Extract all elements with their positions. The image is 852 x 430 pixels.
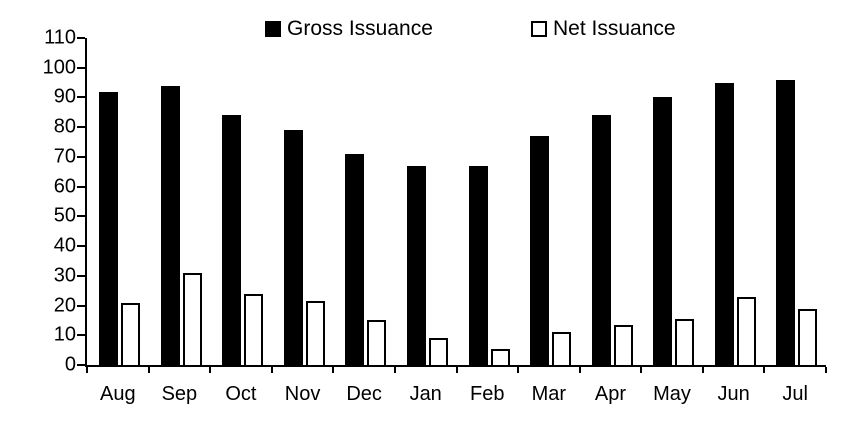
bar-gross-jun	[714, 82, 734, 365]
x-axis-label-sep: Sep	[161, 383, 198, 405]
x-axis-tick	[578, 367, 581, 373]
legend-item-net-issuance: Net Issuance	[531, 17, 676, 41]
x-axis-tick	[332, 367, 335, 373]
bar-gross-may	[653, 97, 673, 365]
x-axis-tick	[209, 367, 212, 373]
x-axis-tick	[147, 367, 150, 373]
x-axis-tick	[393, 367, 396, 373]
bar-net-oct	[244, 293, 264, 365]
y-axis-label: 110	[44, 26, 76, 49]
bar-net-feb	[490, 348, 510, 365]
bar-net-jan	[428, 338, 448, 365]
x-axis-tick	[701, 367, 704, 373]
y-axis-tick	[77, 364, 85, 366]
y-axis-tick	[77, 126, 85, 129]
y-axis-tick	[77, 185, 85, 188]
x-axis-label-may: May	[653, 383, 691, 405]
bar-gross-jul	[776, 79, 796, 365]
y-axis-tick	[77, 334, 85, 337]
x-axis-label-jun: Jun	[717, 383, 750, 405]
y-axis-tick	[77, 245, 85, 248]
y-axis-tick	[77, 304, 85, 307]
x-axis-tick	[86, 367, 88, 373]
bar-gross-dec	[345, 153, 365, 365]
bar-net-mar	[552, 332, 572, 365]
bar-net-dec	[367, 320, 387, 365]
x-axis-label-jul: Jul	[782, 383, 808, 405]
bar-net-apr	[613, 324, 633, 365]
bar-gross-oct	[222, 115, 242, 365]
y-axis-label: 20	[53, 294, 76, 317]
x-axis-label-aug: Aug	[99, 383, 136, 405]
bar-gross-apr	[591, 115, 611, 365]
y-axis-label: 100	[42, 56, 76, 79]
bar-net-nov	[305, 301, 325, 365]
x-axis-tick	[825, 367, 827, 373]
plot-area: 0 10 20 30 40 50 60 70 80 90 100 110 Aug Sep Oct Nov Dec…	[43, 27, 827, 405]
bar-net-sep	[182, 272, 202, 365]
y-axis-tick	[77, 155, 85, 158]
y-axis-label: 90	[53, 85, 76, 108]
y-axis-label: 10	[53, 323, 76, 346]
x-axis-label-apr: Apr	[594, 383, 626, 405]
y-axis-label: 70	[53, 145, 76, 168]
y-axis-label: 60	[53, 175, 76, 198]
y-axis-label: 40	[53, 234, 76, 257]
y-axis-label: 30	[53, 264, 76, 287]
x-axis-tick	[763, 367, 766, 373]
legend-item-gross-issuance: Gross Issuance	[265, 17, 433, 41]
gross-issuance-swatch-icon	[265, 21, 281, 37]
y-axis-tick	[77, 66, 85, 69]
bar-net-aug	[121, 302, 140, 365]
bar-gross-sep	[160, 85, 180, 365]
x-axis-label-jan: Jan	[409, 383, 442, 405]
y-axis-label: 0	[64, 353, 76, 376]
y-axis-tick	[77, 37, 85, 39]
y-axis-tick	[77, 274, 85, 277]
bar-gross-mar	[530, 136, 550, 365]
legend-label-gross-issuance: Gross Issuance	[287, 17, 433, 40]
x-axis-label-mar: Mar	[531, 383, 567, 405]
bar-gross-nov	[283, 130, 303, 365]
net-issuance-swatch-icon	[531, 21, 547, 37]
x-axis-tick	[640, 367, 643, 373]
bar-gross-aug	[99, 91, 118, 365]
x-axis-label-dec: Dec	[346, 383, 382, 405]
x-axis-label-nov: Nov	[284, 383, 321, 405]
bar-gross-feb	[468, 165, 488, 365]
bar-net-jun	[736, 296, 756, 365]
x-axis-label-oct: Oct	[225, 383, 257, 405]
bar-net-jul	[798, 308, 818, 365]
bar-gross-jan	[406, 165, 426, 365]
y-axis-tick	[77, 96, 85, 99]
y-axis-tick	[77, 215, 85, 218]
x-axis-tick	[455, 367, 458, 373]
x-axis-tick	[270, 367, 273, 373]
x-axis-label-feb: Feb	[470, 383, 505, 405]
y-axis-label: 80	[53, 115, 76, 138]
y-axis-label: 50	[53, 204, 76, 227]
x-axis-tick	[517, 367, 520, 373]
bar-net-may	[675, 318, 695, 365]
legend-label-net-issuance: Net Issuance	[553, 17, 676, 40]
